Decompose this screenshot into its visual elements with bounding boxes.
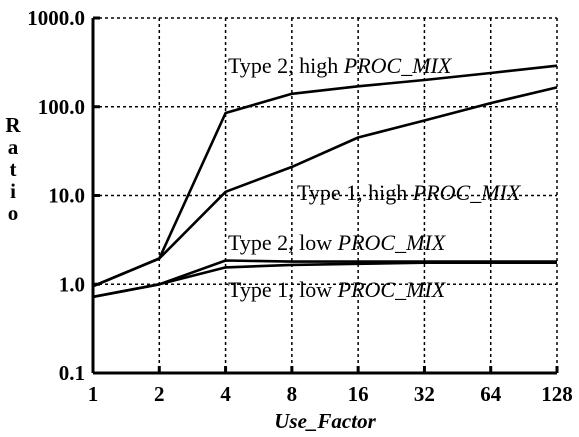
y-axis-label: Ratio (5, 113, 21, 225)
x-tick-label: 8 (287, 382, 298, 406)
y-tick-label: 10.0 (48, 184, 85, 208)
series-annotation: Type 2, high PROC_MIX (228, 53, 453, 78)
series-annotation: Type 2, low PROC_MIX (228, 230, 447, 255)
x-tick-label: 16 (348, 382, 369, 406)
y-axis-label-letter: R (5, 113, 21, 137)
y-axis-label-letter: a (8, 135, 19, 159)
x-tick-label: 2 (154, 382, 165, 406)
y-tick-label: 0.1 (59, 361, 85, 385)
y-axis-label-letter: o (8, 201, 19, 225)
y-tick-label: 100.0 (38, 95, 85, 119)
x-tick-label: 64 (480, 382, 502, 406)
y-tick-labels: 0.1 1.0 10.0 100.0 1000.0 (27, 6, 85, 385)
x-axis-label: Use_Factor (274, 409, 376, 433)
series-annotation: Type 1, high PROC_MIX (297, 180, 522, 205)
y-axis-label-letter: t (10, 157, 17, 181)
x-tick-label: 128 (541, 382, 573, 406)
x-tick-labels: 1 2 4 8 16 32 64 128 (88, 382, 573, 406)
series-annotation: Type 1, low PROC_MIX (228, 277, 447, 302)
y-tick-label: 1000.0 (27, 6, 85, 30)
y-axis-label-letter: i (10, 179, 16, 203)
x-tick-label: 32 (414, 382, 435, 406)
x-tick-label: 1 (88, 382, 99, 406)
x-tick-label: 4 (220, 382, 231, 406)
y-tick-label: 1.0 (59, 272, 85, 296)
